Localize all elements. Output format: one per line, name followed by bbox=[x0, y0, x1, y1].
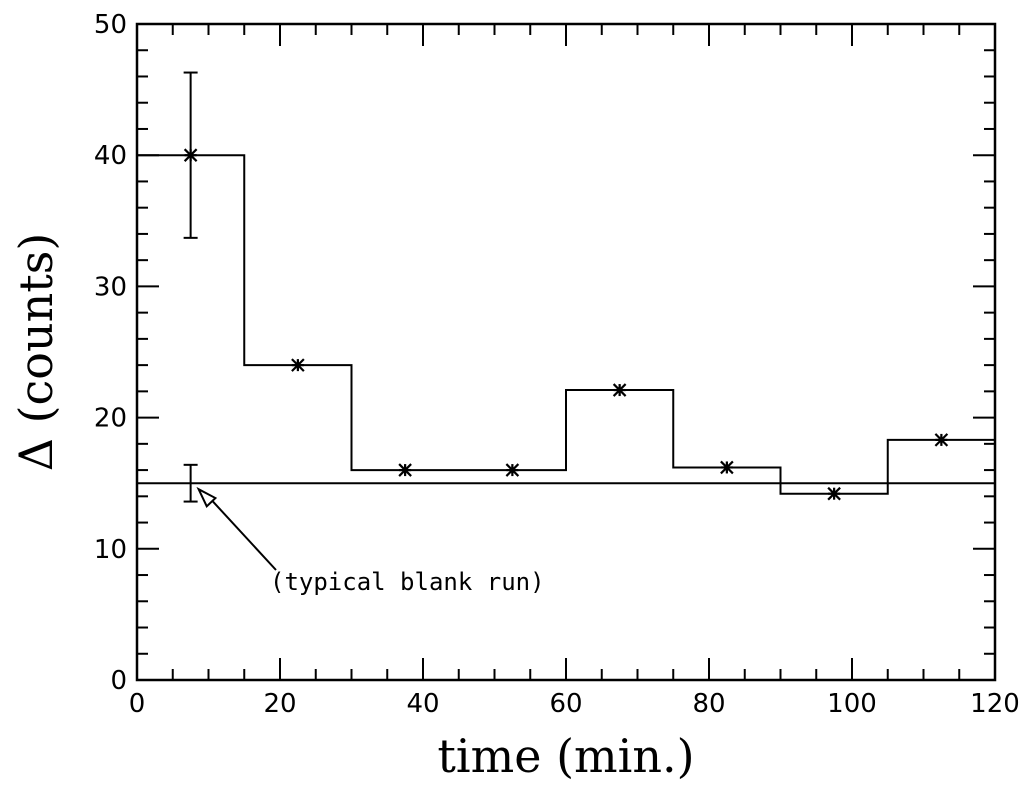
x-tick-label: 60 bbox=[549, 689, 582, 719]
y-tick-label: 0 bbox=[110, 666, 127, 696]
y-tick-label: 10 bbox=[94, 535, 127, 565]
y-tick-label: 20 bbox=[94, 404, 127, 434]
y-tick-labels: 0 10 20 30 40 50 bbox=[94, 10, 127, 696]
y-tick-label: 50 bbox=[94, 10, 127, 40]
data-point bbox=[720, 460, 734, 475]
data-point bbox=[612, 383, 627, 397]
data-point bbox=[827, 486, 841, 501]
plot-frame bbox=[135, 22, 997, 682]
x-tick-label: 20 bbox=[263, 689, 296, 719]
y-tick-label: 40 bbox=[94, 141, 127, 171]
annotation-arrowhead bbox=[196, 486, 218, 509]
x-tick-label: 120 bbox=[970, 689, 1020, 719]
step-line bbox=[137, 154, 995, 495]
data-point bbox=[505, 463, 520, 477]
annotation-arrow bbox=[211, 500, 277, 571]
annotation-text: (typical blank run) bbox=[270, 568, 545, 596]
data-point bbox=[398, 463, 412, 477]
x-tick-label: 100 bbox=[827, 689, 877, 719]
x-tick-labels: 0 20 40 60 80 100 120 bbox=[129, 689, 1020, 719]
x-tick-label: 0 bbox=[129, 689, 146, 719]
x-tick-label: 40 bbox=[406, 689, 439, 719]
data-point bbox=[183, 148, 198, 162]
minor-ticks bbox=[137, 24, 995, 680]
data-point bbox=[934, 433, 949, 447]
x-axis-title: time (min.) bbox=[437, 729, 694, 783]
x-tick-label: 80 bbox=[692, 689, 725, 719]
major-ticks bbox=[136, 23, 996, 681]
y-tick-label: 30 bbox=[94, 272, 127, 302]
data-layer bbox=[137, 71, 995, 571]
y-axis-title: Δ (counts) bbox=[9, 233, 63, 472]
data-point bbox=[291, 358, 305, 372]
